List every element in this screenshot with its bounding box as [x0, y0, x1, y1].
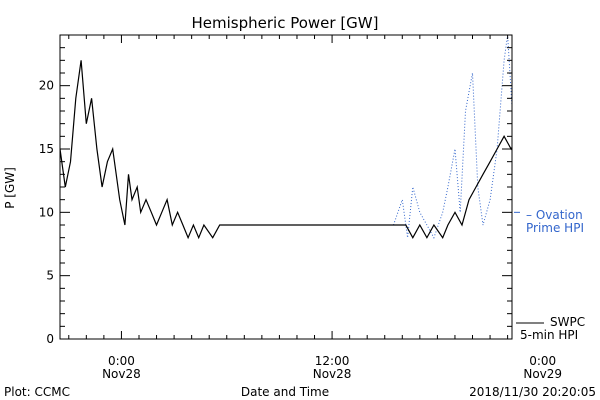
- y-axis-label: P [GW]: [3, 167, 17, 209]
- legend-swpc-line1: SWPC: [550, 315, 585, 329]
- x-tick-date-label: Nov28: [313, 367, 352, 381]
- y-tick-label: 20: [39, 79, 54, 93]
- series-layer: [60, 35, 512, 240]
- x-tick-date-label: Nov28: [102, 367, 141, 381]
- legend-swpc: SWPC 5-min HPI: [516, 315, 585, 342]
- y-tick-label: 0: [46, 332, 54, 346]
- x-tick-time-label: 0:00: [529, 354, 556, 368]
- series-line-swpc-5min-hpi: [60, 60, 512, 240]
- x-tick-date-label: Nov29: [523, 367, 562, 381]
- chart-title: Hemispheric Power [GW]: [192, 14, 379, 32]
- y-tick-label: 15: [39, 142, 54, 156]
- x-tick-time-label: 12:00: [315, 354, 350, 368]
- legend-ovation-line2: Prime HPI: [526, 221, 584, 235]
- y-tick-label: 5: [46, 269, 54, 283]
- axes-layer: 051015200:00Nov2812:00Nov280:00Nov2912:0…: [39, 34, 562, 381]
- footer-credit: Plot: CCMC: [4, 385, 70, 399]
- x-axis-label: Date and Time: [241, 385, 329, 399]
- footer-timestamp: 2018/11/30 20:20:05: [469, 385, 596, 399]
- legend-swpc-line2: 5-min HPI: [520, 328, 578, 342]
- x-tick-time-label: 0:00: [108, 354, 135, 368]
- legend-ovation: – Ovation Prime HPI: [526, 208, 584, 235]
- legend-ovation-line1: – Ovation: [526, 208, 583, 222]
- y-tick-label: 10: [39, 205, 54, 219]
